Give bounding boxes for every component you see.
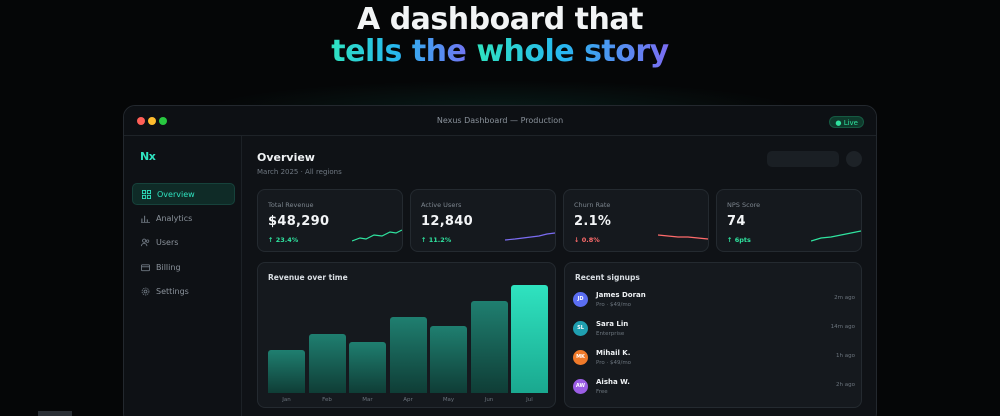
recent-signups-panel: Recent signups JD James Doran Pro · $49/mo…: [564, 262, 862, 408]
avatar: AW: [573, 379, 588, 394]
gear-icon: [141, 287, 150, 296]
signup-time: 2h ago: [836, 382, 855, 388]
signup-name: Sara Lin: [596, 320, 629, 328]
app-window: Nexus Dashboard — Production ● Live Nx O…: [123, 105, 877, 416]
x-tick-label: Jun: [484, 397, 494, 403]
sparkline: [505, 232, 555, 241]
maximize-window-button[interactable]: [159, 117, 167, 125]
bar-feb[interactable]: [308, 333, 346, 393]
kpi-card-churn[interactable]: Churn Rate 2.1% ↓ 0.8%: [563, 189, 709, 252]
sidebar-item-label: Analytics: [156, 213, 193, 223]
bar-may[interactable]: [430, 326, 467, 393]
live-status-badge: ● Live: [829, 116, 864, 128]
users-icon: [141, 238, 150, 247]
signup-plan: Enterprise: [596, 331, 625, 337]
minimize-window-button[interactable]: [148, 117, 156, 125]
list-item[interactable]: JD James Doran Pro · $49/mo 2m ago: [573, 289, 855, 315]
hero-line-2-part-b: whole story: [476, 34, 669, 69]
signup-time: 1h ago: [836, 353, 855, 359]
bar-mar[interactable]: [349, 342, 386, 393]
signup-plan: Free: [596, 389, 608, 395]
sparkline: [658, 234, 708, 240]
search-input[interactable]: [767, 151, 839, 167]
x-tick-label: Feb: [322, 397, 332, 403]
list-item[interactable]: AW Aisha W. Free 2h ago: [573, 376, 855, 402]
kpi-card-users[interactable]: Active Users 12,840 ↑ 11.2%: [410, 189, 556, 252]
list-item[interactable]: MK Mihail K. Pro · $49/mo 1h ago: [573, 347, 855, 373]
signup-name: James Doran: [596, 291, 646, 299]
hero-line-1: A dashboard that: [357, 2, 643, 37]
kpi-value: 12,840: [421, 214, 473, 229]
card-icon: [141, 263, 150, 272]
kpi-value: $48,290: [268, 214, 330, 229]
kpi-label: Total Revenue: [268, 201, 314, 209]
hero-line-2: tells the whole story: [0, 34, 1000, 69]
signup-time: 14m ago: [830, 324, 855, 330]
page-subtitle: March 2025 · All regions: [257, 168, 342, 176]
avatar[interactable]: [846, 151, 862, 167]
x-tick-label: Mar: [362, 397, 373, 403]
kpi-delta: ↓ 0.8%: [574, 236, 600, 244]
sidebar-item-label: Users: [156, 237, 179, 247]
window-title: Nexus Dashboard — Production: [436, 116, 564, 125]
sparkline: [352, 229, 402, 242]
kpi-delta: ↑ 23.4%: [268, 236, 299, 244]
bar-jul[interactable]: [511, 285, 548, 393]
bar-chart-icon: [141, 214, 150, 223]
avatar: SL: [573, 321, 588, 336]
sidebar-item-analytics[interactable]: Analytics: [132, 207, 235, 229]
sidebar-item-billing[interactable]: Billing: [132, 256, 235, 278]
kpi-label: NPS Score: [727, 201, 761, 209]
revenue-chart-panel: Revenue over time Jan Feb Mar Apr May Jun Jul: [257, 262, 556, 408]
sidebar-item-users[interactable]: Users: [132, 231, 235, 253]
kpi-value: 2.1%: [574, 214, 612, 229]
bar-apr[interactable]: [389, 317, 427, 393]
main-content: Overview March 2025 · All regions Total …: [243, 136, 876, 416]
x-tick-label: May: [442, 397, 455, 403]
kpi-card-revenue[interactable]: Total Revenue $48,290 ↑ 23.4%: [257, 189, 403, 252]
sidebar-item-label: Overview: [157, 189, 195, 199]
kpi-delta: ↑ 6pts: [727, 236, 751, 244]
window-titlebar: Nexus Dashboard — Production ● Live: [124, 106, 876, 136]
sidebar-item-label: Settings: [156, 286, 189, 296]
x-tick-label: Jul: [526, 397, 533, 403]
kpi-label: Churn Rate: [574, 201, 611, 209]
bar-jun[interactable]: [470, 301, 508, 393]
x-tick-label: Jan: [282, 397, 291, 403]
sparkline: [811, 230, 861, 242]
kpi-card-nps[interactable]: NPS Score 74 ↑ 6pts: [716, 189, 862, 252]
close-window-button[interactable]: [137, 117, 145, 125]
signup-name: Aisha W.: [596, 378, 630, 386]
signup-name: Mihail K.: [596, 349, 631, 357]
kpi-delta: ↑ 11.2%: [421, 236, 452, 244]
scrollbar[interactable]: [38, 411, 72, 416]
signup-plan: Pro · $49/mo: [596, 302, 632, 308]
avatar: MK: [573, 350, 588, 365]
page-title: Overview: [257, 151, 315, 164]
sidebar-item-settings[interactable]: Settings: [132, 280, 235, 302]
signup-plan: Pro · $49/mo: [596, 360, 632, 366]
signup-time: 2m ago: [834, 295, 855, 301]
app-logo: Nx: [140, 150, 156, 163]
sidebar: Nx Overview Analytics Users Billing: [124, 136, 242, 416]
sidebar-item-label: Billing: [156, 262, 181, 272]
avatar: JD: [573, 292, 588, 307]
bar-jan[interactable]: [268, 349, 305, 393]
sidebar-item-overview[interactable]: Overview: [132, 183, 235, 205]
hero-line-2-part-a: tells the: [331, 34, 477, 69]
panel-title: Recent signups: [575, 273, 640, 282]
panel-title: Revenue over time: [268, 273, 348, 282]
kpi-value: 74: [727, 214, 746, 229]
grid-icon: [142, 189, 151, 199]
kpi-label: Active Users: [421, 201, 462, 209]
list-item[interactable]: SL Sara Lin Enterprise 14m ago: [573, 318, 855, 344]
x-tick-label: Apr: [403, 397, 413, 403]
